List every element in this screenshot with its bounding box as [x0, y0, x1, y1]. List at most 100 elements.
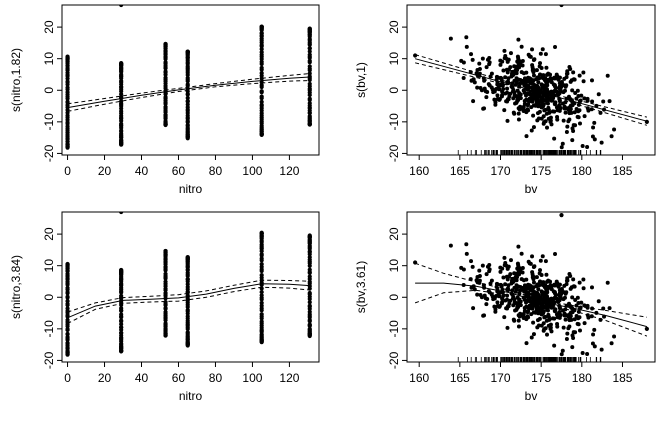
residual-point: [541, 280, 546, 285]
confidence-band-line: [414, 289, 648, 337]
outlier-point: [644, 326, 649, 331]
residual-point: [572, 317, 577, 322]
x-tick-label: 80: [209, 164, 223, 178]
residual-point: [544, 80, 549, 85]
residual-point: [512, 90, 517, 95]
residual-point: [533, 95, 538, 100]
residual-point: [548, 322, 553, 327]
residual-point: [574, 314, 579, 319]
residual-point: [591, 332, 596, 337]
residual-point: [497, 87, 502, 92]
residual-point: [503, 75, 508, 80]
residual-point: [163, 60, 168, 65]
residual-point: [582, 321, 587, 326]
residual-point: [564, 75, 569, 80]
residual-point: [511, 279, 516, 284]
residual-point: [552, 296, 557, 301]
residual-point: [259, 262, 264, 267]
residual-point: [539, 95, 544, 100]
residual-point: [575, 295, 580, 300]
y-tick-label: -20: [387, 144, 401, 162]
residual-point: [472, 287, 477, 292]
plot-frame: [61, 4, 320, 156]
residual-point: [502, 48, 507, 53]
y-tick-label: 10: [42, 52, 56, 66]
residual-point: [547, 110, 552, 115]
confidence-band-line: [414, 62, 648, 126]
residual-point: [307, 58, 312, 64]
residual-point: [307, 26, 312, 31]
residual-point: [505, 304, 510, 309]
residual-point: [504, 263, 509, 268]
residual-point: [555, 108, 560, 113]
residual-point: [484, 302, 489, 307]
residual-point: [119, 92, 124, 97]
residual-point: [505, 59, 510, 64]
residual-point: [566, 301, 571, 306]
panel-nitro_2: 0 20 40 60 80 100 120 -20 -10 0 10 20 nitro s(nitro,3…: [9, 211, 320, 403]
x-tick-label: 180: [572, 371, 592, 385]
residual-point: [522, 283, 527, 288]
residual-point: [307, 300, 312, 305]
residual-point: [532, 264, 537, 269]
residual-point: [535, 325, 540, 330]
residual-point: [505, 90, 510, 95]
residual-point: [307, 267, 312, 272]
residual-point: [163, 75, 168, 80]
residual-point: [259, 99, 264, 104]
residual-point: [580, 143, 585, 148]
residual-point: [562, 313, 567, 318]
residual-point: [469, 52, 474, 57]
residual-point: [471, 99, 476, 104]
residual-point: [515, 54, 520, 59]
residual-point: [581, 79, 586, 84]
residual-point: [259, 231, 264, 236]
residual-point: [505, 325, 510, 330]
residual-point: [531, 280, 536, 285]
y-axis-label: s(bv,3.61): [354, 261, 368, 313]
residual-points: [413, 213, 649, 357]
residual-point: [577, 280, 582, 285]
residual-point: [493, 307, 498, 312]
residual-point: [549, 89, 554, 94]
residual-point: [163, 41, 168, 47]
y-tick-label: 0: [42, 294, 56, 301]
residual-point: [575, 321, 580, 326]
residual-point: [590, 341, 595, 346]
residual-point: [492, 89, 497, 94]
residual-point: [185, 276, 190, 282]
residual-point: [585, 303, 590, 308]
x-tick-label: 100: [242, 371, 262, 385]
residual-point: [535, 103, 540, 108]
residual-point: [505, 266, 510, 271]
x-tick-label: 185: [612, 371, 632, 385]
residual-point: [561, 118, 566, 123]
residual-point: [575, 114, 580, 119]
residual-point: [307, 322, 312, 327]
residual-point: [501, 275, 506, 280]
residual-point: [517, 314, 522, 319]
residual-point: [538, 295, 543, 300]
residual-points: [65, 212, 312, 357]
residual-point: [527, 79, 532, 84]
residual-point: [185, 307, 190, 313]
residual-point: [571, 70, 576, 75]
residual-point: [185, 330, 190, 335]
residual-point: [185, 82, 190, 87]
residual-point: [555, 117, 560, 122]
y-tick-label: -10: [42, 113, 56, 131]
residual-point: [592, 344, 597, 349]
x-axis-label: nitro: [179, 182, 203, 196]
residual-point: [163, 290, 168, 296]
residual-point: [65, 306, 70, 311]
residual-point: [579, 93, 584, 98]
x-tick-label: 180: [572, 164, 592, 178]
residual-point: [581, 70, 586, 75]
confidence-band-line: [67, 73, 310, 105]
residual-point: [486, 82, 491, 87]
residual-point: [554, 72, 559, 77]
residual-point: [569, 317, 574, 322]
y-tick-label: -20: [42, 144, 56, 162]
residual-point: [526, 102, 531, 107]
